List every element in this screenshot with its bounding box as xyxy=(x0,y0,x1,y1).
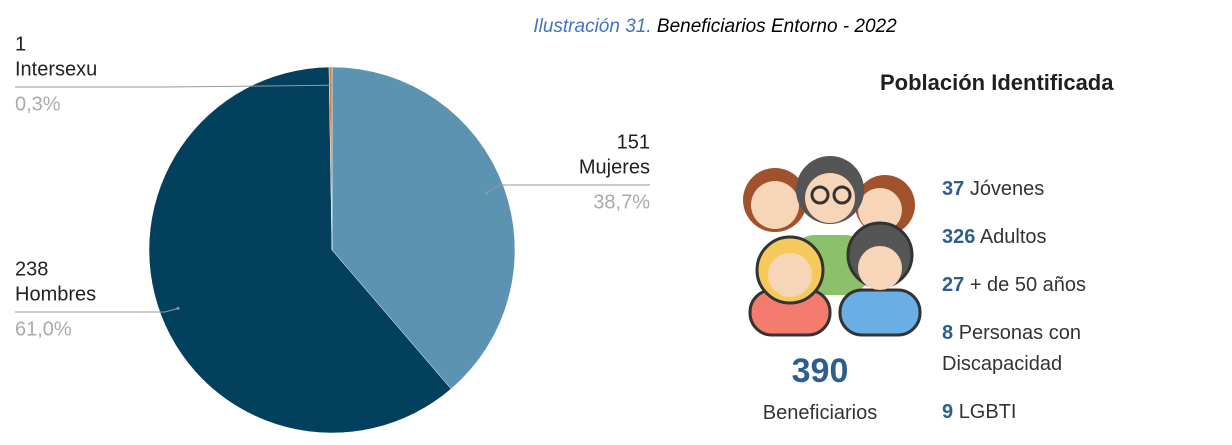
group-count: 9 xyxy=(942,401,954,423)
leader-dot xyxy=(176,306,180,310)
group-label: Jóvenes xyxy=(969,178,1045,200)
group-label: Personas con Discapacidad xyxy=(942,322,1081,375)
pie-slice xyxy=(331,66,516,390)
slice-name: Intersexu xyxy=(15,58,97,80)
pie-slice xyxy=(328,66,333,251)
leader-line xyxy=(15,307,179,313)
total: 390 xyxy=(791,352,849,390)
slice-share: 0,3% xyxy=(15,93,61,115)
slice-share: 38,7% xyxy=(593,191,650,213)
group-label: LGBTI xyxy=(958,401,1017,423)
slice-count: 151 xyxy=(617,131,650,153)
slice-share: 61,0% xyxy=(15,318,72,340)
title-text: Beneficiarios Entorno - 2022 xyxy=(656,16,897,37)
leader-line xyxy=(486,184,650,194)
group-count: 8 xyxy=(942,322,954,344)
chart: 151 Mujeres 38,7% 238 Hombres 61,0% 1 Intersexu… xyxy=(15,33,922,434)
group-count: 27 xyxy=(942,274,965,296)
group-item: 8 Personas con Discapacidad xyxy=(942,318,1142,380)
slice-count: 238 xyxy=(15,258,48,280)
page: 151 Mujeres 38,7% 238 Hombres 61,0% 1 Intersexu… xyxy=(15,16,1114,434)
total-label: Beneficiarios xyxy=(762,402,878,424)
info-title: Población Identificada xyxy=(880,70,1114,95)
group-label: + de 50 años xyxy=(969,274,1087,296)
slice-name: Mujeres xyxy=(579,156,650,178)
group-item: 27 + de 50 años xyxy=(942,270,1142,301)
group-label: Adultos xyxy=(979,226,1047,248)
group-item: 326 Adultos xyxy=(942,222,1142,253)
pie-slice xyxy=(148,66,452,434)
group-count: 326 xyxy=(942,226,976,248)
group-count: 37 xyxy=(942,178,965,200)
chart-title: Ilustración 31. Beneficiarios Entorno - … xyxy=(430,16,1000,38)
leader-line xyxy=(15,84,331,88)
group-item: 37 Jóvenes xyxy=(942,174,1142,205)
caption-label: Ilustración 31. xyxy=(533,16,652,37)
group-list: 37 Jóvenes 326 Adultos 27 + de 50 años 8 Pe… xyxy=(942,174,1142,445)
slice-count: 1 xyxy=(15,33,26,55)
leader-dot xyxy=(484,191,488,195)
people-icon xyxy=(743,156,922,337)
group-item: 9 LGBTI xyxy=(942,397,1142,428)
slice-name: Hombres xyxy=(15,283,96,305)
leader-dot xyxy=(329,83,333,87)
